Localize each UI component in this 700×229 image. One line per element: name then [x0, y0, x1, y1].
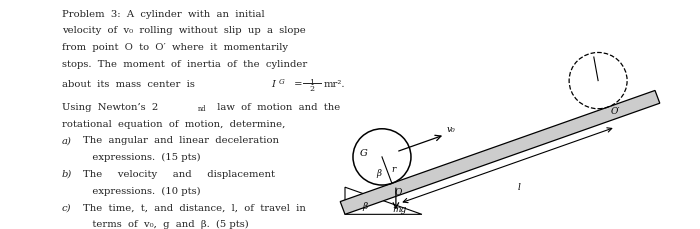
- Text: mr².: mr².: [324, 80, 346, 89]
- Text: rotational  equation  of  motion,  determine,: rotational equation of motion, determine…: [62, 119, 286, 128]
- Text: The  angular  and  linear  deceleration: The angular and linear deceleration: [83, 136, 279, 145]
- Text: =: =: [291, 80, 306, 89]
- Text: G: G: [360, 148, 368, 157]
- Text: 2: 2: [309, 84, 314, 92]
- Text: v₀: v₀: [447, 124, 456, 133]
- Text: β: β: [377, 168, 382, 177]
- Text: O′: O′: [611, 106, 620, 116]
- Text: O: O: [395, 187, 402, 196]
- Text: mg: mg: [392, 204, 406, 213]
- Text: I: I: [271, 80, 275, 89]
- Text: a): a): [62, 136, 72, 145]
- Text: expressions.  (10 pts): expressions. (10 pts): [83, 186, 201, 195]
- Text: Problem  3:  A  cylinder  with  an  initial: Problem 3: A cylinder with an initial: [62, 10, 265, 19]
- Text: G: G: [279, 78, 285, 86]
- Text: expressions.  (15 pts): expressions. (15 pts): [83, 153, 201, 162]
- Text: The  time,  t,  and  distance,  l,  of  travel  in: The time, t, and distance, l, of travel …: [83, 203, 306, 212]
- Text: from  point  O  to  O′  where  it  momentarily: from point O to O′ where it momentarily: [62, 43, 288, 52]
- Text: terms  of  v₀,  g  and  β.  (5 pts): terms of v₀, g and β. (5 pts): [83, 219, 248, 228]
- Text: about  its  mass  center  is: about its mass center is: [62, 80, 201, 89]
- Text: l: l: [518, 182, 521, 191]
- Text: The     velocity     and     displacement: The velocity and displacement: [83, 169, 275, 178]
- Polygon shape: [340, 91, 660, 214]
- Text: stops.  The  moment  of  inertia  of  the  cylinder: stops. The moment of inertia of the cyli…: [62, 60, 307, 69]
- Text: c): c): [62, 203, 71, 212]
- Text: r: r: [391, 164, 395, 173]
- Text: 1: 1: [309, 78, 314, 86]
- Text: b): b): [62, 169, 72, 178]
- Text: law  of  motion  and  the: law of motion and the: [211, 102, 340, 111]
- Text: nd: nd: [197, 104, 206, 112]
- Text: Using  Newton’s  2: Using Newton’s 2: [62, 102, 158, 111]
- Text: β: β: [362, 202, 368, 210]
- Polygon shape: [345, 187, 422, 214]
- Text: velocity  of  v₀  rolling  without  slip  up  a  slope: velocity of v₀ rolling without slip up a…: [62, 26, 306, 35]
